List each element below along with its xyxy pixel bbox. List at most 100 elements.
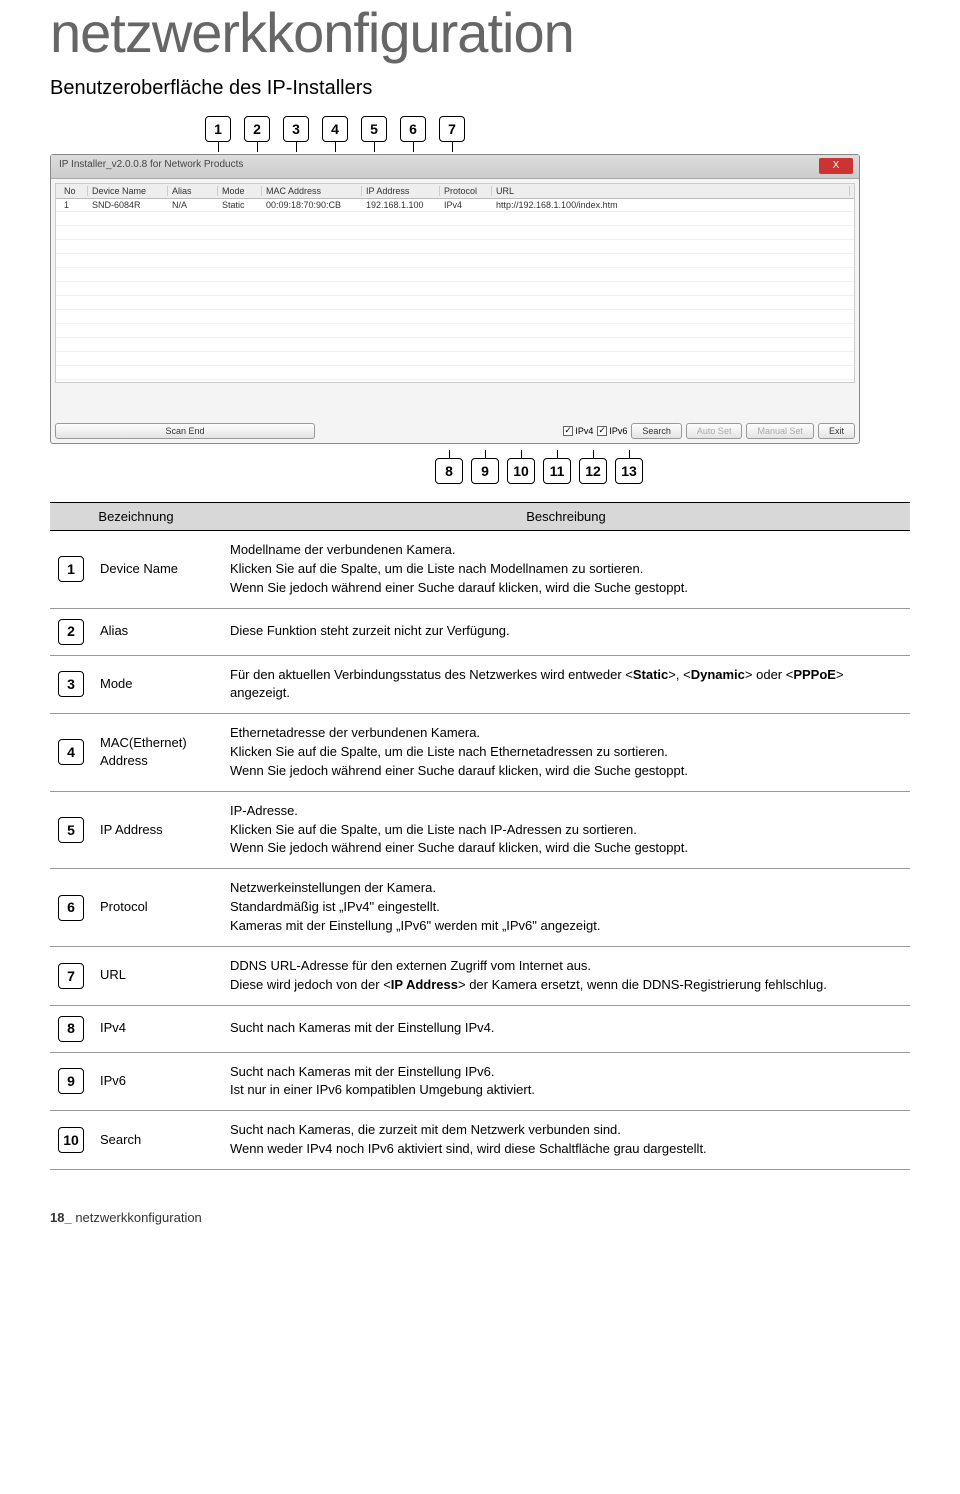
row-num-cell: 2	[50, 608, 92, 655]
cell-url: http://192.168.1.100/index.htm	[492, 200, 850, 210]
callout-9: 9	[471, 458, 499, 484]
cell-ip: 192.168.1.100	[362, 200, 440, 210]
table-row: 1 Device NameModellname der verbundenen K…	[50, 531, 910, 609]
row-num-box: 10	[58, 1127, 84, 1153]
list-header[interactable]: No Device Name Alias Mode MAC Address IP…	[56, 184, 854, 199]
row-desc: Modellname der verbundenen Kamera.Klicke…	[222, 531, 910, 609]
page-number: 18_	[50, 1210, 72, 1225]
row-num-cell: 4	[50, 714, 92, 792]
col-mode[interactable]: Mode	[218, 186, 262, 196]
row-label: IP Address	[92, 791, 222, 869]
row-num-box: 4	[58, 739, 84, 765]
auto-set-button[interactable]: Auto Set	[686, 423, 743, 439]
row-label: Device Name	[92, 531, 222, 609]
row-label: Mode	[92, 655, 222, 714]
ip-installer-screenshot: IP Installer_v2.0.0.8 for Network Produc…	[50, 154, 860, 444]
window-title: IP Installer_v2.0.0.8 for Network Produc…	[59, 159, 243, 170]
row-label: URL	[92, 946, 222, 1005]
row-desc: Netzwerkeinstellungen der Kamera.Standar…	[222, 869, 910, 947]
cell-device-name: SND-6084R	[88, 200, 168, 210]
cell-mac: 00:09:18:70:90:CB	[262, 200, 362, 210]
page-subtitle: Benutzeroberfläche des IP-Installers	[50, 77, 910, 100]
callout-13: 13	[615, 458, 643, 484]
row-num-box: 2	[58, 619, 84, 645]
row-num-box: 8	[58, 1016, 84, 1042]
row-num-cell: 8	[50, 1005, 92, 1052]
close-icon[interactable]: X	[819, 158, 853, 174]
table-row: 9 IPv6Sucht nach Kameras mit der Einstell…	[50, 1052, 910, 1111]
callout-11: 11	[543, 458, 571, 484]
row-num-cell: 7	[50, 946, 92, 1005]
row-desc: IP-Adresse.Klicken Sie auf die Spalte, u…	[222, 791, 910, 869]
row-num-box: 9	[58, 1068, 84, 1094]
callout-3: 3	[283, 116, 309, 142]
page-title: netzwerkkonfiguration	[0, 0, 910, 65]
row-desc: Diese Funktion steht zurzeit nicht zur V…	[222, 608, 910, 655]
col-url[interactable]: URL	[492, 186, 850, 196]
col-no[interactable]: No	[60, 186, 88, 196]
description-table: Bezeichnung Beschreibung 1Device NameMod…	[50, 502, 910, 1170]
table-row: 2 AliasDiese Funktion steht zurzeit nicht…	[50, 608, 910, 655]
callouts-bottom: 8 9 10 11 12 13	[435, 450, 910, 484]
row-desc: Für den aktuellen Verbindungsstatus des …	[222, 655, 910, 714]
row-num-box: 6	[58, 895, 84, 921]
row-num-box: 7	[58, 963, 84, 989]
cell-protocol: IPv4	[440, 200, 492, 210]
ipv4-checkbox[interactable]: IPv4	[563, 426, 593, 437]
cell-alias: N/A	[168, 200, 218, 210]
page-footer: 18_ netzwerkkonfiguration	[50, 1210, 910, 1225]
row-desc: Sucht nach Kameras, die zurzeit mit dem …	[222, 1111, 910, 1170]
col-ip[interactable]: IP Address	[362, 186, 440, 196]
row-label: IPv6	[92, 1052, 222, 1111]
window-titlebar: IP Installer_v2.0.0.8 for Network Produc…	[51, 155, 859, 179]
manual-set-button[interactable]: Manual Set	[746, 423, 814, 439]
row-label: Search	[92, 1111, 222, 1170]
row-desc: Sucht nach Kameras mit der Einstellung I…	[222, 1052, 910, 1111]
col-mac[interactable]: MAC Address	[262, 186, 362, 196]
exit-button[interactable]: Exit	[818, 423, 855, 439]
cell-mode: Static	[218, 200, 262, 210]
row-label: MAC(Ethernet) Address	[92, 714, 222, 792]
row-num-cell: 6	[50, 869, 92, 947]
table-row: 4 MAC(Ethernet) AddressEthernetadresse de…	[50, 714, 910, 792]
callout-1: 1	[205, 116, 231, 142]
row-desc: Sucht nach Kameras mit der Einstellung I…	[222, 1005, 910, 1052]
row-num-box: 3	[58, 671, 84, 697]
table-row: 10 SearchSucht nach Kameras, die zurzeit …	[50, 1111, 910, 1170]
row-desc: Ethernetadresse der verbundenen Kamera.K…	[222, 714, 910, 792]
col-alias[interactable]: Alias	[168, 186, 218, 196]
list-row[interactable]: 1 SND-6084R N/A Static 00:09:18:70:90:CB…	[56, 199, 854, 212]
row-desc: DDNS URL-Adresse für den externen Zugrif…	[222, 946, 910, 1005]
row-label: IPv4	[92, 1005, 222, 1052]
search-button[interactable]: Search	[631, 423, 682, 439]
callout-4: 4	[322, 116, 348, 142]
col-protocol[interactable]: Protocol	[440, 186, 492, 196]
row-num-box: 1	[58, 556, 84, 582]
scan-button[interactable]: Scan End	[55, 423, 315, 439]
callout-5: 5	[361, 116, 387, 142]
row-num-cell: 9	[50, 1052, 92, 1111]
row-num-cell: 10	[50, 1111, 92, 1170]
callout-leader-lines-top	[205, 142, 910, 152]
row-num-cell: 1	[50, 531, 92, 609]
row-label: Protocol	[92, 869, 222, 947]
row-num-cell: 3	[50, 655, 92, 714]
ipv6-checkbox[interactable]: IPv6	[597, 426, 627, 437]
callout-6: 6	[400, 116, 426, 142]
callouts-top: 1 2 3 4 5 6 7	[205, 116, 910, 142]
cell-no: 1	[60, 200, 88, 210]
callout-7: 7	[439, 116, 465, 142]
device-list: No Device Name Alias Mode MAC Address IP…	[55, 183, 855, 383]
table-row: 5IP AddressIP-Adresse.Klicken Sie auf di…	[50, 791, 910, 869]
table-row: 8 IPv4Sucht nach Kameras mit der Einstell…	[50, 1005, 910, 1052]
bottom-toolbar: Scan End IPv4 IPv6 Search Auto Set Manua…	[55, 423, 855, 439]
callout-2: 2	[244, 116, 270, 142]
row-num-cell: 5	[50, 791, 92, 869]
row-label: Alias	[92, 608, 222, 655]
table-row: 3 ModeFür den aktuellen Verbindungsstatus…	[50, 655, 910, 714]
callout-12: 12	[579, 458, 607, 484]
th-bezeichnung: Bezeichnung	[50, 503, 222, 531]
footer-section: netzwerkkonfiguration	[75, 1210, 201, 1225]
callout-10: 10	[507, 458, 535, 484]
col-device-name[interactable]: Device Name	[88, 186, 168, 196]
